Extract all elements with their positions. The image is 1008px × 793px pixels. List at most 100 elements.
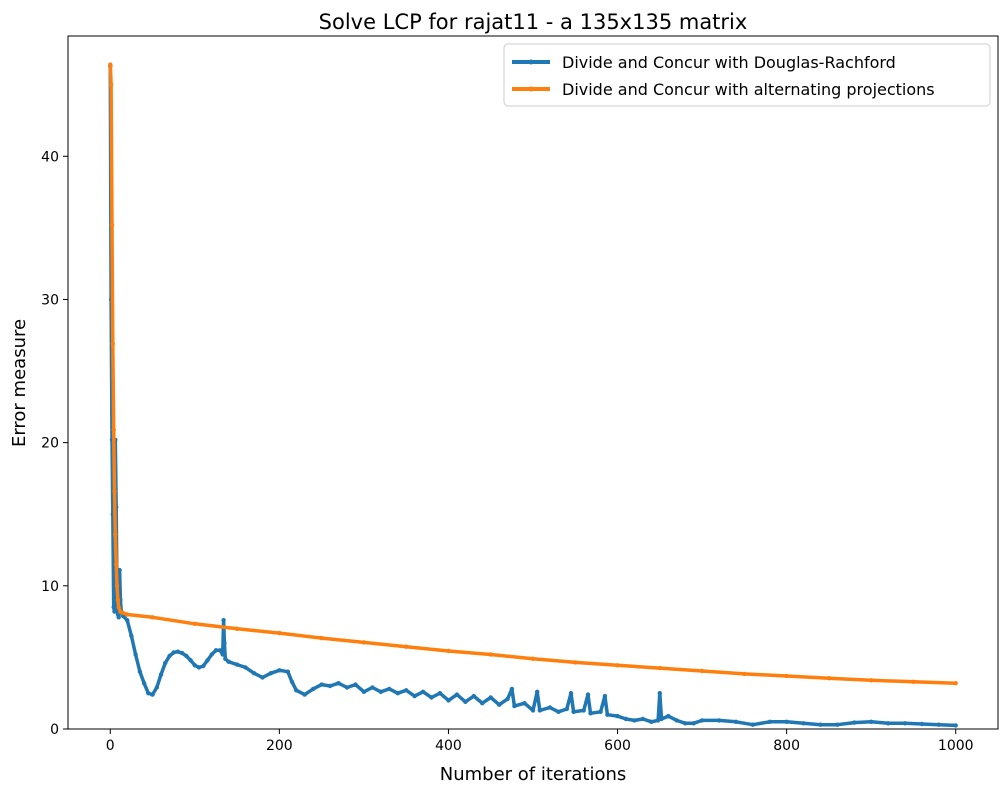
data-point: [125, 612, 130, 617]
data-point: [221, 618, 226, 623]
data-point: [598, 709, 603, 714]
data-point: [120, 610, 126, 616]
data-point: [571, 709, 576, 714]
data-point: [826, 676, 832, 681]
y-axis: 0 10 20 30 40: [41, 149, 68, 738]
data-point: [733, 719, 739, 724]
data-point: [683, 721, 688, 726]
data-point: [446, 648, 451, 654]
data-point: [674, 718, 679, 723]
data-point: [251, 671, 257, 676]
data-point: [699, 718, 705, 723]
data-point: [885, 721, 891, 726]
data-point: [109, 222, 115, 228]
data-point: [530, 656, 536, 661]
data-point: [188, 658, 193, 663]
data-point: [919, 721, 925, 727]
legend-box: [503, 43, 991, 107]
data-point: [260, 675, 265, 680]
data-point: [605, 712, 610, 717]
data-point: [205, 658, 210, 663]
data-point: [179, 650, 185, 656]
series-line-alternating-projections: [108, 62, 958, 685]
data-point: [226, 659, 231, 664]
data-point: [953, 681, 958, 686]
data-point: [133, 652, 138, 657]
data-point: [111, 605, 116, 610]
x-tick-label: 0: [106, 738, 115, 754]
data-point: [547, 705, 553, 710]
data-point: [319, 682, 324, 687]
data-point: [936, 722, 941, 727]
data-point: [505, 696, 510, 702]
data-point: [716, 718, 722, 723]
data-point: [522, 701, 527, 706]
y-tick-label: 30: [41, 292, 59, 308]
data-point: [750, 722, 755, 727]
data-point: [285, 669, 290, 674]
data-point: [201, 663, 206, 669]
data-point: [327, 683, 333, 689]
data-point: [302, 692, 307, 697]
data-point: [141, 681, 147, 686]
data-point: [471, 693, 476, 699]
data-point: [163, 660, 168, 666]
data-point: [632, 718, 637, 723]
data-point: [784, 719, 789, 724]
series-group: [108, 62, 958, 728]
data-point: [370, 685, 375, 690]
data-point: [801, 721, 806, 726]
data-point: [497, 702, 502, 707]
data-point: [530, 708, 536, 713]
data-point: [150, 692, 155, 697]
data-point: [116, 615, 121, 620]
x-axis-label: Number of iterations: [440, 764, 627, 785]
data-point: [344, 685, 350, 690]
data-point: [277, 668, 282, 673]
data-point: [420, 689, 426, 694]
data-point: [623, 716, 629, 722]
data-point: [196, 665, 202, 670]
data-point: [336, 681, 341, 686]
data-point: [154, 685, 159, 690]
legend-marker-alternating-projections: [528, 86, 534, 92]
data-point: [319, 635, 324, 641]
data-point: [404, 644, 409, 649]
data-point: [311, 686, 316, 692]
data-point: [115, 597, 121, 603]
x-tick-label: 400: [435, 738, 462, 754]
y-tick-label: 40: [41, 149, 59, 165]
data-point: [655, 718, 661, 723]
data-point: [361, 640, 367, 645]
x-tick-label: 1000: [938, 738, 974, 754]
data-point: [666, 713, 671, 719]
data-point: [437, 691, 443, 696]
data-point: [649, 719, 654, 724]
x-tick-label: 200: [266, 738, 293, 754]
legend: Divide and Concur with Douglas-Rachford …: [503, 43, 991, 107]
data-point: [784, 673, 789, 679]
data-point: [113, 532, 118, 537]
data-point: [175, 649, 181, 654]
data-point: [111, 427, 116, 432]
data-point: [404, 688, 409, 693]
data-point: [818, 722, 823, 727]
data-point: [112, 609, 117, 614]
data-point: [218, 648, 223, 653]
data-point: [137, 669, 143, 674]
data-point: [192, 663, 197, 668]
plot-frame: [67, 35, 999, 730]
data-point: [361, 689, 367, 694]
data-point: [116, 605, 121, 610]
legend-label-alternating-projections: Divide and Concur with alternating proje…: [562, 80, 935, 99]
data-point: [463, 699, 468, 704]
data-point: [171, 650, 176, 655]
data-point: [387, 686, 392, 692]
data-point: [117, 567, 122, 573]
data-point: [953, 723, 958, 728]
data-point: [294, 688, 299, 693]
data-point: [429, 695, 434, 700]
data-point: [125, 618, 130, 623]
data-point: [767, 719, 772, 724]
